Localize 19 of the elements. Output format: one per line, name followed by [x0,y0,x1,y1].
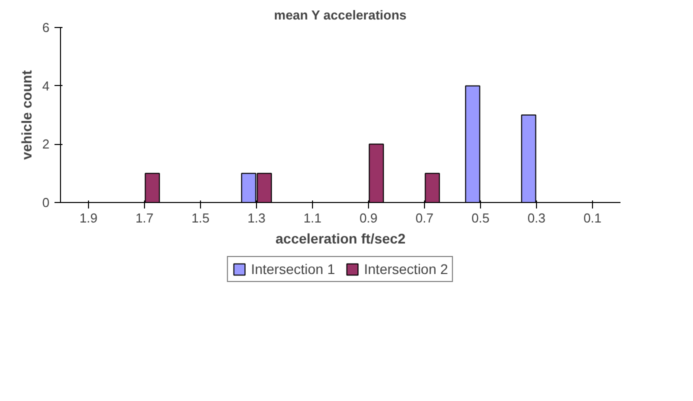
y-tick-label: 2 [42,136,50,152]
x-tick-label: 0.7 [415,210,434,226]
legend-label: Intersection 2 [364,261,448,277]
y-tick-label: 0 [42,195,50,210]
x-axis-title: acceleration ft/sec2 [276,230,406,246]
x-tick-label: 1.1 [303,210,322,226]
x-tick-label: 0.9 [359,210,378,226]
y-tick-label: 4 [42,78,50,94]
y-tick-label: 6 [42,20,50,35]
x-tick-label: 0.5 [471,210,490,226]
chart-title: mean Y accelerations [274,8,407,22]
x-tick-label: 1.3 [247,210,266,226]
x-tick-label: 0.1 [583,210,602,226]
y-axis-title: vehicle count [18,70,34,160]
x-tick-label: 1.9 [79,210,98,226]
x-tick-label: 1.7 [135,210,154,226]
x-tick-label: 0.3 [527,210,546,226]
legend-label: Intersection 1 [250,261,335,277]
x-tick-label: 1.5 [191,210,210,226]
